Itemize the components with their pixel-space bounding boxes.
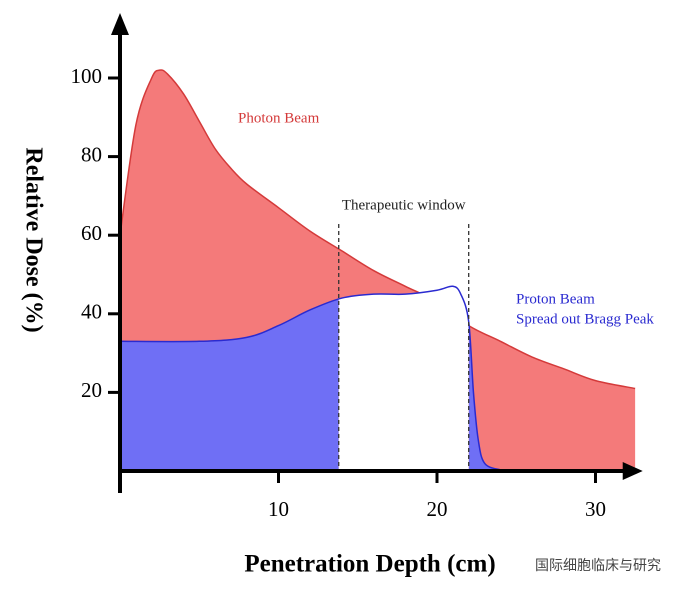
x-axis-label: Penetration Depth (cm)	[244, 551, 495, 578]
series-line	[119, 285, 517, 472]
series-label: Proton Beam	[516, 291, 595, 307]
watermark: 国际细胞临床与研究	[535, 558, 661, 574]
window-label: Therapeutic window	[342, 197, 466, 213]
x-tick-label: 30	[585, 497, 606, 521]
series-line	[119, 69, 636, 390]
x-tick-label: 20	[427, 497, 448, 521]
y-axis-label: Relative Dose (%)	[20, 147, 46, 332]
y-tick-label: 100	[71, 64, 103, 88]
y-tick-label: 20	[81, 378, 102, 402]
plot: Therapeutic window Photon Beam Proton Beam…	[71, 13, 654, 521]
series-description: Spread out Bragg Peak	[516, 311, 654, 327]
y-tick-label: 40	[81, 300, 102, 324]
x-tick-label: 10	[268, 497, 289, 521]
x-axis-arrow	[622, 462, 643, 480]
y-tick-label: 80	[81, 142, 102, 166]
series-label: Photon Beam	[238, 110, 320, 126]
window-fill	[338, 286, 469, 471]
y-tick-label: 60	[81, 221, 102, 245]
y-axis-arrow	[111, 13, 129, 36]
